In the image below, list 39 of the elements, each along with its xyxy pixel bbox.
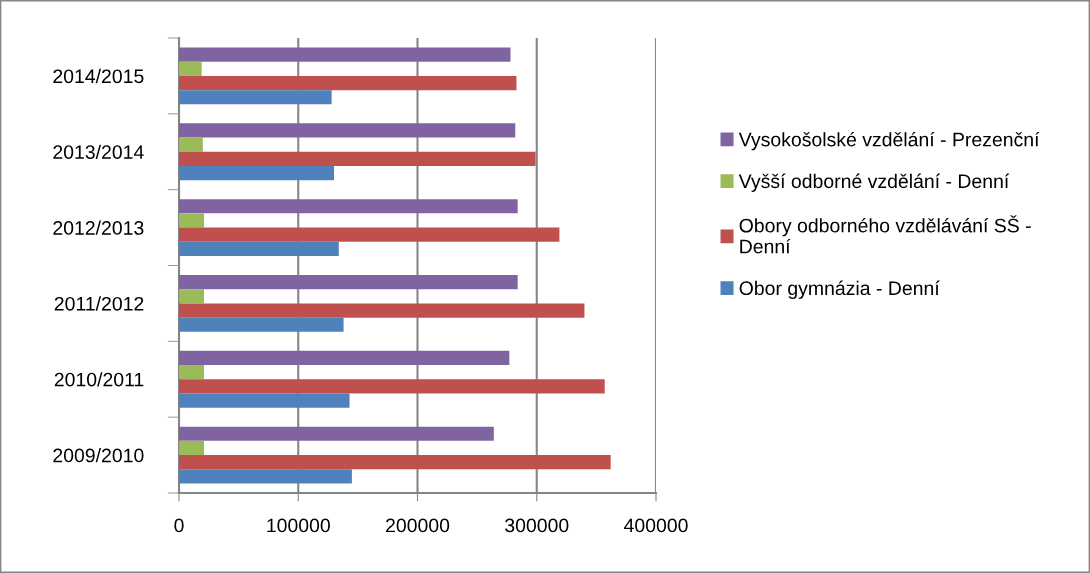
x-tick-label: 300000 bbox=[505, 518, 569, 533]
bar bbox=[179, 61, 202, 76]
bar bbox=[179, 47, 511, 62]
bar bbox=[179, 393, 350, 408]
bar bbox=[179, 151, 536, 166]
bar bbox=[179, 213, 205, 228]
x-tick-label: 100000 bbox=[267, 518, 330, 533]
bar bbox=[179, 379, 605, 394]
bar bbox=[179, 90, 332, 105]
bar bbox=[179, 241, 339, 257]
bar bbox=[179, 289, 205, 304]
x-tick-label: 200000 bbox=[386, 518, 450, 533]
y-tick-label: 2009/2010 bbox=[53, 448, 144, 463]
y-tick-label: 2013/2014 bbox=[53, 144, 144, 159]
legend-label: Vysokošolské vzdělání - Prezenční bbox=[738, 131, 1040, 151]
bar bbox=[179, 426, 494, 441]
legend-label: Obor gymnázia - Denní bbox=[739, 280, 940, 299]
y-tick-label: 2012/2013 bbox=[53, 220, 144, 235]
legend-label: Vyšší odborné vzdělání - Denní bbox=[738, 173, 1010, 192]
bar bbox=[179, 137, 203, 152]
bar bbox=[179, 469, 352, 484]
x-tick-label: 400000 bbox=[624, 518, 688, 533]
bar bbox=[179, 227, 560, 242]
bar bbox=[179, 274, 518, 290]
y-tick-label: 2011/2012 bbox=[54, 296, 144, 311]
bar bbox=[179, 350, 510, 366]
legend-label: Obory odborného vzdělávání SŠ - Denní bbox=[739, 215, 1031, 254]
bar bbox=[179, 455, 611, 470]
y-tick-label: 2010/2011 bbox=[54, 372, 144, 387]
bar bbox=[179, 199, 518, 214]
x-tick-label: 0 bbox=[174, 518, 184, 533]
bar bbox=[179, 317, 344, 332]
bar bbox=[179, 440, 205, 456]
bar bbox=[179, 165, 335, 181]
bar bbox=[179, 75, 517, 91]
bar bbox=[179, 123, 516, 138]
y-tick-label: 2014/2015 bbox=[53, 68, 144, 84]
bar bbox=[179, 303, 585, 318]
bar bbox=[179, 365, 205, 380]
